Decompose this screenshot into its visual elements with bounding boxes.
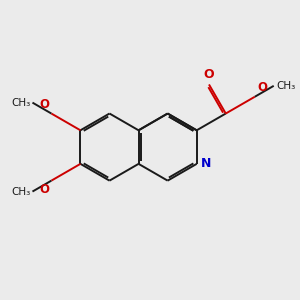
Text: CH₃: CH₃	[277, 81, 296, 91]
Text: N: N	[201, 158, 211, 170]
Text: O: O	[204, 68, 214, 81]
Text: O: O	[39, 98, 49, 111]
Text: O: O	[39, 183, 49, 196]
Text: CH₃: CH₃	[11, 187, 30, 196]
Text: CH₃: CH₃	[11, 98, 30, 108]
Text: O: O	[257, 81, 267, 94]
